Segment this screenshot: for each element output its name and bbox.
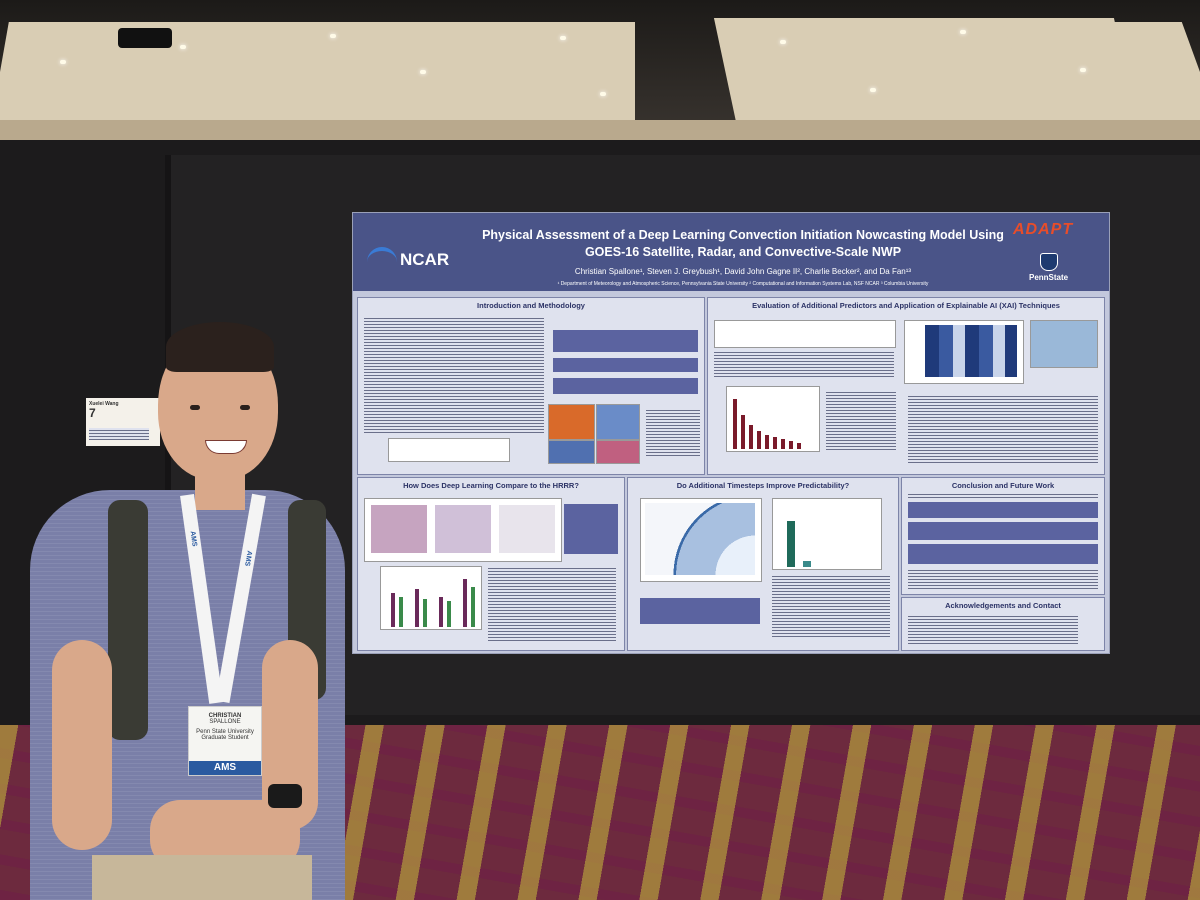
hair	[166, 322, 274, 372]
section-intro-title: Introduction and Methodology	[477, 301, 585, 310]
backpack-strap-left-front	[108, 500, 148, 740]
figure-2-map-d	[596, 440, 640, 464]
figure-2-map-b	[596, 404, 640, 440]
ceiling	[0, 0, 1200, 140]
name-badge: CHRISTIAN SPALLONE Penn State University…	[188, 706, 262, 776]
figure-permutation-timesteps	[772, 498, 882, 570]
adapt-logo: ADAPT	[1013, 221, 1074, 238]
section-hrrr-title: How Does Deep Learning Compare to the HR…	[403, 481, 579, 490]
poster-title: Physical Assessment of a Deep Learning C…	[482, 228, 1004, 259]
neighbor-sign: Xuelei Wang 7	[86, 398, 160, 446]
section-xai: Evaluation of Additional Predictors and …	[707, 297, 1105, 475]
section-intro: Introduction and Methodology	[357, 297, 705, 475]
figure-difference-map	[1030, 320, 1098, 368]
figure-permutation-importance	[726, 386, 820, 452]
section-conclusion-title: Conclusion and Future Work	[951, 481, 1055, 490]
pennstate-logo: PennState	[1029, 253, 1068, 282]
sign-name: Xuelei Wang	[89, 401, 119, 407]
badge-first-name: CHRISTIAN	[208, 713, 242, 719]
poster-affiliations: ¹ Department of Meteorology and Atmosphe…	[557, 281, 929, 287]
poster-header: NCAR Physical Assessment of a Deep Learn…	[353, 213, 1109, 291]
section-timesteps-title: Do Additional Timesteps Improve Predicta…	[676, 481, 850, 490]
ncar-logo: NCAR	[367, 247, 449, 270]
section-xai-title: Evaluation of Additional Predictors and …	[752, 301, 1060, 310]
right-eye	[240, 405, 250, 410]
left-eye	[190, 405, 200, 410]
badge-org: Penn State University	[196, 729, 254, 735]
section-timesteps: Do Additional Timesteps Improve Predicta…	[627, 477, 899, 651]
section-hrrr: How Does Deep Learning Compare to the HR…	[357, 477, 625, 651]
figure-2-map-a	[548, 404, 595, 440]
projector	[118, 28, 172, 48]
sign-number: 7	[89, 406, 96, 420]
badge-last-name: SPALLONE	[209, 719, 241, 725]
research-poster: NCAR Physical Assessment of a Deep Learn…	[352, 212, 1110, 654]
predictor-table	[714, 320, 896, 348]
badge-role: Graduate Student	[201, 735, 249, 741]
figure-2-map-c	[548, 440, 595, 464]
figure-hrrr-comparison	[364, 498, 562, 562]
section-ack-title: Acknowledgements and Contact	[945, 601, 1061, 610]
section-conclusion: Conclusion and Future Work	[901, 477, 1105, 595]
figure-grid-search	[904, 320, 1024, 384]
figure-roc-curves	[640, 498, 762, 582]
smartwatch	[268, 784, 302, 808]
poster-authors: Christian Spallone¹, Steven J. Greybush¹…	[574, 267, 912, 276]
badge-ams-logo: AMS	[189, 761, 261, 775]
section-acknowledgements: Acknowledgements and Contact	[901, 597, 1105, 651]
left-arm	[52, 640, 112, 850]
figure-1	[388, 438, 510, 462]
pants	[92, 855, 312, 900]
figure-error-metrics	[380, 566, 482, 630]
